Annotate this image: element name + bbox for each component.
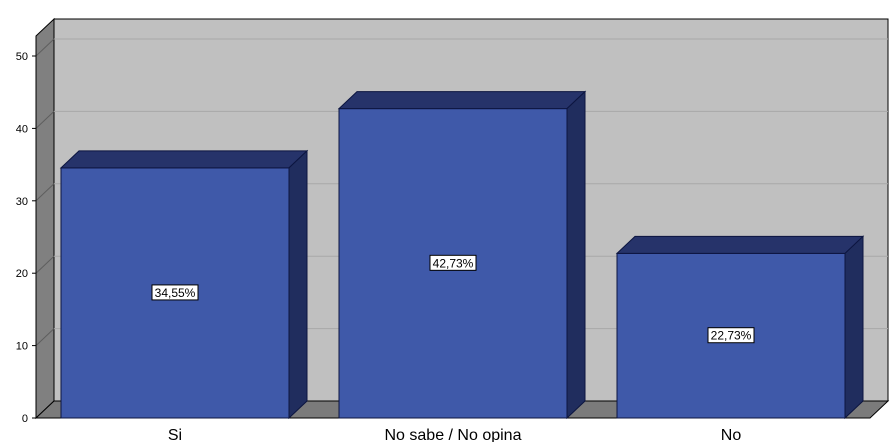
bar-side xyxy=(288,149,308,420)
x-tick-label: Si xyxy=(168,427,182,442)
y-tick-label: 0 xyxy=(22,413,28,425)
data-label-box xyxy=(151,284,199,301)
grid-line-wall xyxy=(35,38,55,57)
y-tick-label: 10 xyxy=(16,341,28,353)
data-label: 34,55% xyxy=(155,286,196,300)
y-tick-label: 20 xyxy=(16,268,28,280)
data-label: 22,73% xyxy=(711,329,752,343)
grid-line-wall xyxy=(35,255,55,274)
y-tick-label: 50 xyxy=(16,51,28,63)
data-label: 42,73% xyxy=(433,256,474,270)
x-tick-label: No xyxy=(721,427,742,442)
grid-line-wall xyxy=(35,183,55,202)
plot-left-wall xyxy=(35,17,55,420)
bar-side xyxy=(844,235,864,420)
y-tick-label: 30 xyxy=(16,196,28,208)
x-tick-label: No sabe / No opina xyxy=(385,427,522,442)
data-label-box xyxy=(707,327,755,344)
grid-line-wall xyxy=(35,328,55,346)
grid-line-wall xyxy=(35,111,55,129)
bar-top xyxy=(615,235,865,254)
bar-top xyxy=(59,150,309,169)
bar-side xyxy=(566,90,586,420)
bar-top xyxy=(337,91,587,110)
data-label-box xyxy=(429,254,477,271)
chart-labels: 0 10 20 30 40 50 34,55% Si 42,73% No sabe / No op… xyxy=(16,51,755,442)
y-tick-label: 40 xyxy=(16,123,28,135)
